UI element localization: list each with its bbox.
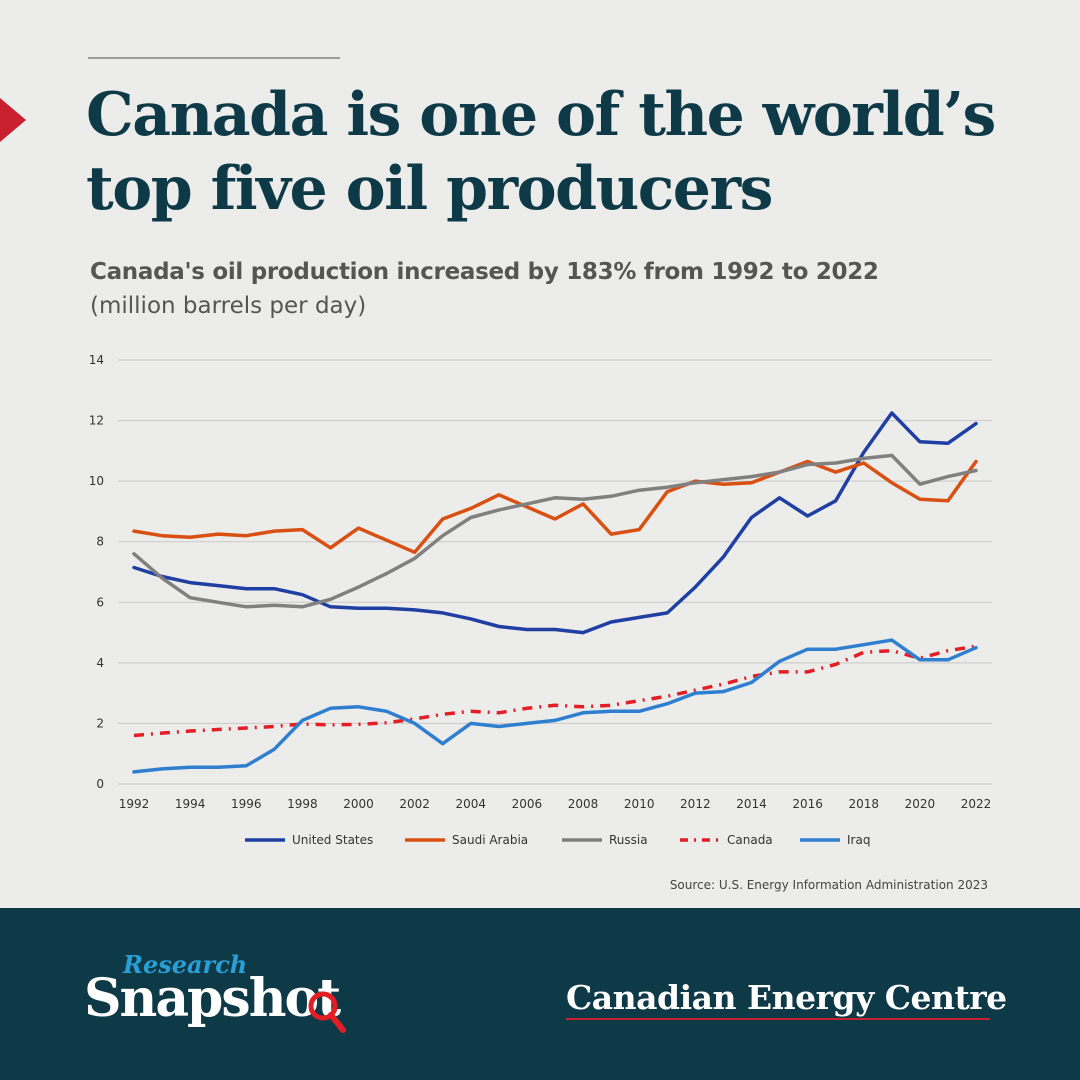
series-line-canada <box>133 644 977 738</box>
legend-label: Russia <box>609 833 648 847</box>
legend-label: Canada <box>727 833 773 847</box>
x-tick-label: 1994 <box>175 797 206 811</box>
x-tick-label: 2010 <box>624 797 655 811</box>
x-tick-label: 1992 <box>119 797 150 811</box>
org-underline <box>566 1018 990 1020</box>
y-tick-label: 0 <box>96 777 104 791</box>
x-tick-label: 2008 <box>568 797 599 811</box>
y-tick-label: 12 <box>89 414 104 428</box>
series-line-russia <box>132 453 978 609</box>
x-tick-label: 2012 <box>680 797 711 811</box>
x-tick-label: 2014 <box>736 797 767 811</box>
y-tick-label: 2 <box>96 716 104 730</box>
x-tick-label: 2000 <box>343 797 374 811</box>
series-line-saudi-arabia <box>132 459 978 555</box>
magnifier-icon <box>308 991 346 1033</box>
legend-label: Iraq <box>847 833 870 847</box>
x-tick-label: 2020 <box>905 797 936 811</box>
top-rule <box>88 57 340 59</box>
legend-label: Saudi Arabia <box>452 833 528 847</box>
chart-legend: United States Saudi Arabia Russia Canada Ira… <box>245 833 870 847</box>
x-axis-ticks: 1992 1994 1996 1998 2000 2002 2004 2006 2008 2010… <box>119 797 992 811</box>
org-name: Canadian Energy Centre <box>566 978 1007 1017</box>
chart-subtitle: Canada's oil production increased by 183… <box>90 259 879 285</box>
x-tick-label: 2022 <box>961 797 992 811</box>
line-chart: 0 2 4 6 8 10 12 14 1992 1994 1996 1998 2000 2002 2004… <box>89 353 992 847</box>
x-tick-label: 1996 <box>231 797 262 811</box>
y-tick-label: 14 <box>89 353 104 367</box>
brand-research-text: Research <box>123 950 248 979</box>
x-tick-label: 2004 <box>456 797 487 811</box>
y-tick-label: 6 <box>96 595 104 609</box>
legend-label: United States <box>292 833 373 847</box>
x-tick-label: 1998 <box>287 797 318 811</box>
chart-unit: (million barrels per day) <box>90 293 367 319</box>
series-line-united-states <box>132 411 978 635</box>
accent-arrow-icon <box>0 98 26 142</box>
footer-bar <box>0 908 1080 1080</box>
x-tick-label: 2006 <box>512 797 543 811</box>
brand-snapshot-text: Snapshot <box>84 968 341 1029</box>
source-note: Source: U.S. Energy Information Administ… <box>669 878 988 892</box>
y-axis-ticks: 0 2 4 6 8 10 12 14 <box>89 353 104 791</box>
chart-series <box>132 411 978 774</box>
chart-grid <box>118 359 992 785</box>
y-tick-label: 8 <box>96 535 104 549</box>
y-tick-label: 4 <box>96 656 104 670</box>
page-title: Canada is one of the world’s top five oi… <box>86 80 996 224</box>
x-tick-label: 2002 <box>399 797 430 811</box>
x-tick-label: 2018 <box>848 797 879 811</box>
y-tick-label: 10 <box>89 474 104 488</box>
series-line-iraq <box>132 638 978 774</box>
x-tick-label: 2016 <box>792 797 823 811</box>
